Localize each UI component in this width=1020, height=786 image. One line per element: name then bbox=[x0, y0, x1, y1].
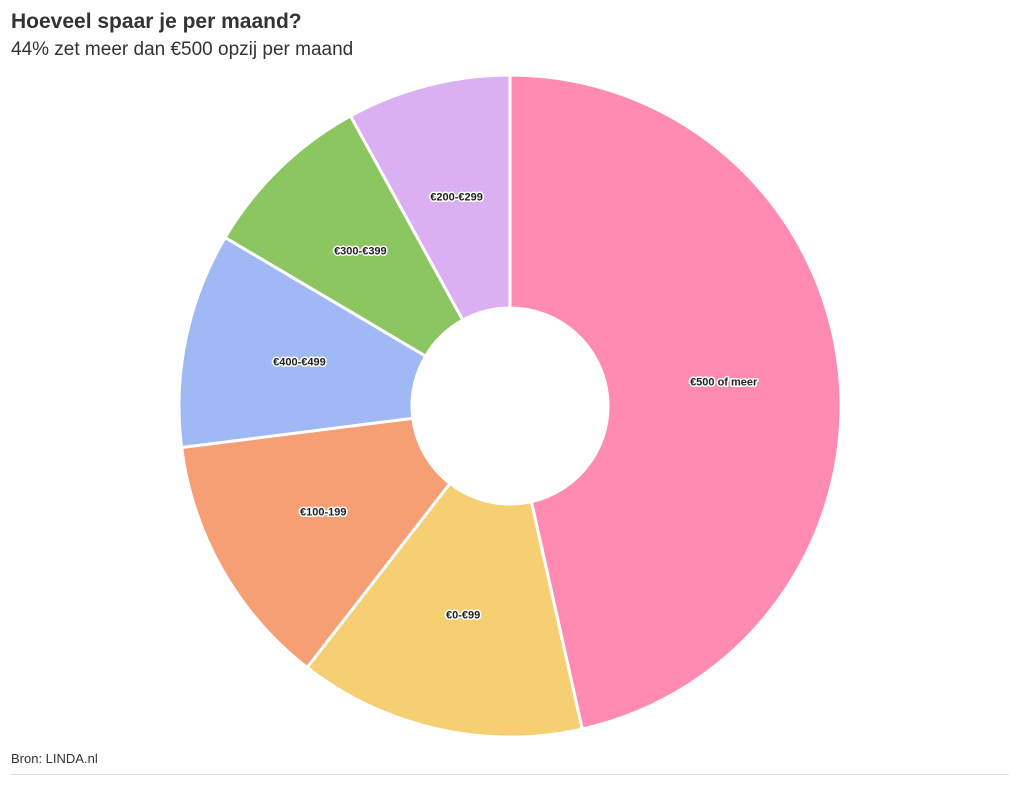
slice-label-eur400-eur499: €400-€499 bbox=[273, 356, 326, 368]
slice-eur300-eur399[interactable] bbox=[223, 113, 465, 359]
slice-label-eur500-of-meer: €500 of meer bbox=[690, 376, 758, 388]
slice-label-eur200-eur299: €200-€299 bbox=[430, 192, 483, 204]
chart-title: Hoeveel spaar je per maand? bbox=[11, 10, 302, 33]
slice-eur200-eur299[interactable] bbox=[348, 73, 512, 323]
footer-divider bbox=[11, 774, 1009, 775]
slice-eur100-199[interactable] bbox=[179, 416, 453, 670]
slice-eur0-eur99[interactable] bbox=[305, 481, 584, 739]
slice-label-eur100-199: €100-199 bbox=[300, 506, 347, 518]
slice-label-eur0-eur99: €0-€99 bbox=[446, 610, 480, 622]
chart-subtitle: 44% zet meer dan €500 opzij per maand bbox=[11, 39, 354, 60]
donut-labels: €500 of meer €0-€99 €100-199 €400-€499 €300-… bbox=[272, 190, 760, 623]
slice-eur400-eur499[interactable] bbox=[177, 235, 428, 450]
slice-eur500-of-meer[interactable] bbox=[508, 73, 843, 731]
donut-slices bbox=[177, 73, 843, 739]
slice-label-eur300-eur399: €300-€399 bbox=[334, 246, 387, 258]
source-note: Bron: LINDA.nl bbox=[11, 751, 98, 766]
